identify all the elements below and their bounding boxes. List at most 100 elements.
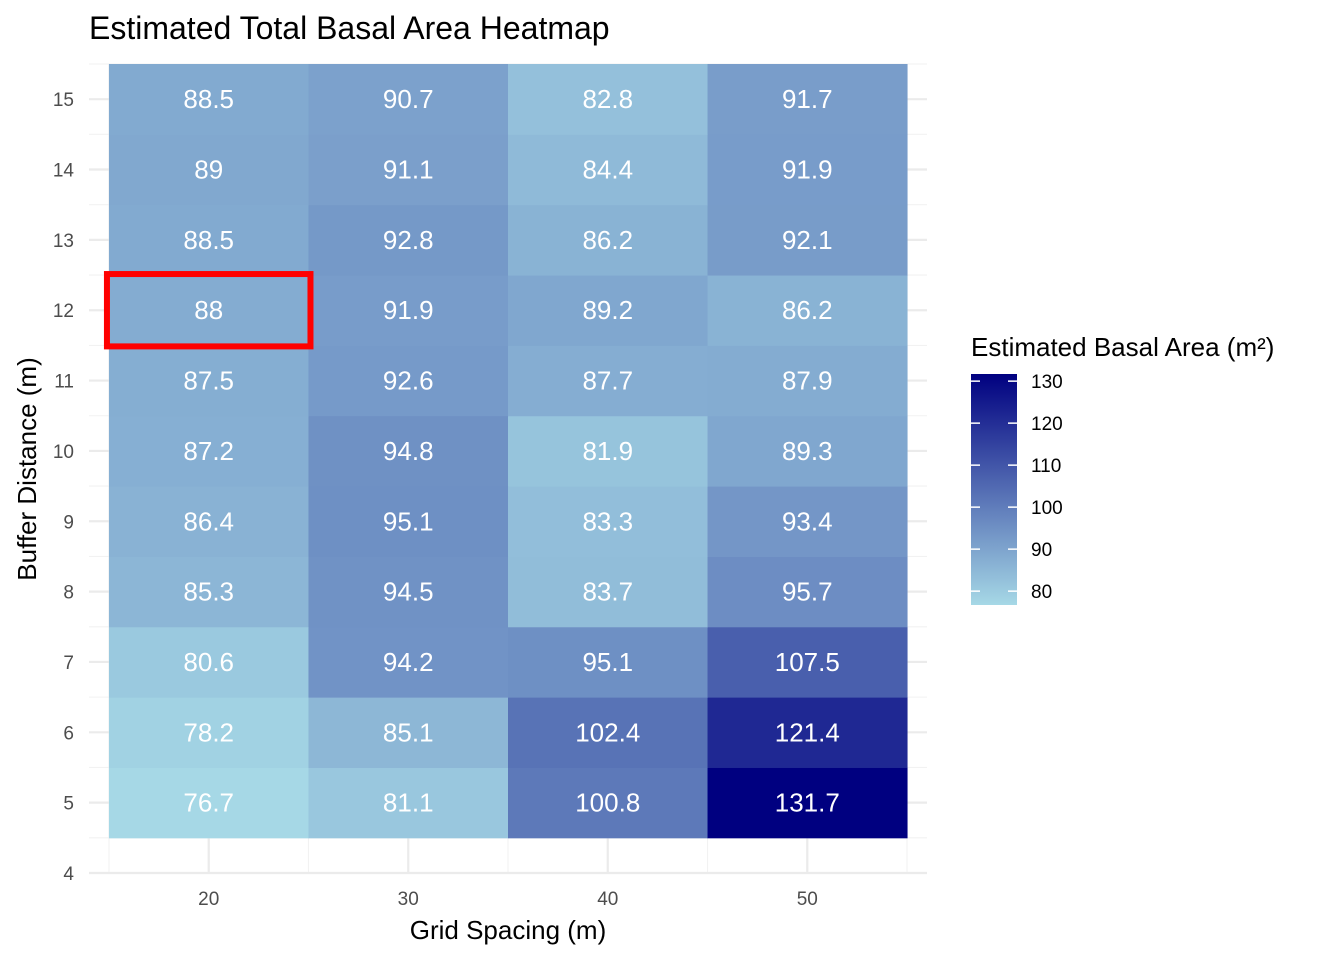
cell-value-label: 91.1 xyxy=(383,155,434,185)
cell-value-label: 100.8 xyxy=(575,788,640,818)
cell-value-label: 87.5 xyxy=(183,366,234,396)
heatmap-cell xyxy=(508,767,709,839)
heatmap-cell xyxy=(707,556,908,628)
heatmap-cell xyxy=(707,486,908,557)
heatmap-cell xyxy=(308,134,509,206)
x-tick-label: 40 xyxy=(597,889,618,910)
legend-title: Estimated Basal Area (m²) xyxy=(971,332,1274,362)
cell-value-label: 90.7 xyxy=(383,84,434,114)
cell-value-label: 107.5 xyxy=(775,647,840,677)
heatmap-cell xyxy=(308,626,509,698)
cell-value-label: 83.3 xyxy=(582,506,633,536)
heatmap-cell xyxy=(308,275,509,346)
cell-value-label: 89 xyxy=(194,155,223,185)
cell-value-label: 86.2 xyxy=(582,225,633,255)
legend-tick-label: 90 xyxy=(1031,540,1052,561)
heatmap-cell xyxy=(108,556,309,628)
heatmap-cell xyxy=(108,626,309,698)
heatmap-cell xyxy=(108,415,309,487)
cell-labels: 76.7 81.1 100.8 131.7 78.2 85.1 102.4 121.4 80.6… xyxy=(183,84,839,817)
heatmap-cell xyxy=(508,275,709,346)
y-tick-label: 14 xyxy=(53,161,75,182)
cell-value-label: 92.6 xyxy=(383,366,434,396)
heatmap-cell xyxy=(308,415,509,487)
y-tick-label: 7 xyxy=(63,653,74,674)
y-tick-label: 6 xyxy=(63,723,74,744)
cell-value-label: 88.5 xyxy=(183,225,234,255)
y-tick-label: 12 xyxy=(53,301,74,322)
heatmap-cell xyxy=(308,486,509,557)
cell-value-label: 91.7 xyxy=(782,84,833,114)
cell-value-label: 88.5 xyxy=(183,84,234,114)
cell-value-label: 81.1 xyxy=(383,788,434,818)
cell-value-label: 121.4 xyxy=(775,717,840,747)
cell-value-label: 83.7 xyxy=(582,577,633,607)
legend-tick-label: 110 xyxy=(1031,456,1061,477)
legend-ticks: 80 90 100 110 120 130 xyxy=(971,372,1063,603)
cell-value-label: 93.4 xyxy=(782,506,833,536)
cell-value-label: 91.9 xyxy=(383,295,434,325)
cell-value-label: 89.2 xyxy=(582,295,633,325)
cell-value-label: 95.1 xyxy=(582,647,633,677)
heatmap-cell xyxy=(508,626,709,698)
y-tick-label: 13 xyxy=(53,231,74,252)
heatmap-cell xyxy=(508,64,709,135)
cell-value-label: 94.8 xyxy=(383,436,434,466)
cell-value-label: 82.8 xyxy=(582,84,633,114)
cell-value-label: 85.3 xyxy=(183,577,234,607)
highlight-layer xyxy=(103,271,314,350)
heatmap-cell xyxy=(108,486,309,557)
color-legend: Estimated Basal Area (m²) 80 90 100 110 120 1… xyxy=(971,332,1274,605)
heatmap-cell xyxy=(108,697,309,768)
heatmap-cell xyxy=(508,415,709,487)
highlight-box xyxy=(103,271,314,350)
legend-tick-label: 120 xyxy=(1031,414,1063,435)
heatmap-cell xyxy=(508,134,709,206)
heatmap-cell xyxy=(308,345,509,417)
heatmap-cell xyxy=(707,697,908,768)
cell-value-label: 84.4 xyxy=(582,155,633,185)
heatmap-cell xyxy=(707,204,908,276)
x-axis-title: Grid Spacing (m) xyxy=(410,915,607,945)
heatmap-cell xyxy=(707,64,908,135)
cell-value-label: 131.7 xyxy=(775,788,840,818)
cell-value-label: 76.7 xyxy=(183,788,234,818)
heatmap-cell xyxy=(108,204,309,276)
heatmap-cell xyxy=(108,767,309,839)
heatmap-cell xyxy=(108,64,309,135)
cell-value-label: 94.2 xyxy=(383,647,434,677)
heatmap-cell xyxy=(108,345,309,417)
y-tick-label: 11 xyxy=(54,372,74,393)
y-tick-label: 9 xyxy=(63,512,74,533)
heatmap-cell xyxy=(308,697,509,768)
cell-value-label: 88 xyxy=(194,295,223,325)
heatmap-cell xyxy=(508,556,709,628)
legend-tick-label: 130 xyxy=(1031,372,1063,393)
heatmap-cell xyxy=(707,626,908,698)
y-tick-label: 5 xyxy=(63,794,74,815)
cell-value-label: 78.2 xyxy=(183,717,234,747)
cell-value-label: 91.9 xyxy=(782,155,833,185)
y-tick-label: 15 xyxy=(53,90,74,111)
cell-value-label: 95.7 xyxy=(782,577,833,607)
heatmap-cell xyxy=(108,134,309,206)
cell-value-label: 80.6 xyxy=(183,647,234,677)
cell-value-label: 102.4 xyxy=(575,717,640,747)
cell-value-label: 89.3 xyxy=(782,436,833,466)
heatmap-cell xyxy=(707,345,908,417)
heatmap-cell xyxy=(308,204,509,276)
legend-colorbar xyxy=(971,374,1017,605)
x-tick-label: 20 xyxy=(198,889,219,910)
legend-tick-label: 80 xyxy=(1031,582,1052,603)
heatmap-cell xyxy=(508,345,709,417)
heatmap-cell xyxy=(508,697,709,768)
x-tick-label: 50 xyxy=(797,889,818,910)
heatmap-cell xyxy=(707,415,908,487)
cell-value-label: 92.8 xyxy=(383,225,434,255)
cell-value-label: 92.1 xyxy=(782,225,833,255)
chart-title: Estimated Total Basal Area Heatmap xyxy=(89,10,610,46)
cell-value-label: 81.9 xyxy=(582,436,633,466)
y-tick-label: 10 xyxy=(53,442,74,463)
